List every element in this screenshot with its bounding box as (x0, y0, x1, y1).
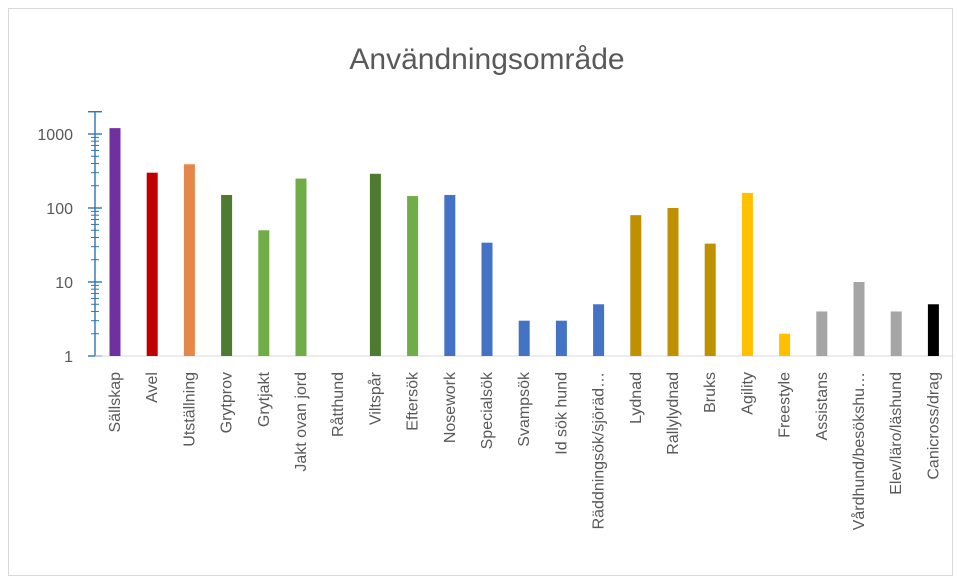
bar (481, 242, 493, 356)
bar (890, 311, 902, 356)
bar (444, 194, 456, 356)
category-label: Grytjakt (256, 371, 273, 427)
category-label: Eftersök (405, 371, 422, 431)
category-label: Jakt ovan jord (293, 372, 310, 472)
category-label: Canicross/drag (925, 372, 942, 480)
bar (630, 215, 642, 356)
bar (221, 194, 233, 356)
category-label: Assistans (814, 372, 831, 440)
bar (555, 320, 567, 356)
y-tick-label: 1000 (37, 127, 73, 144)
bar (704, 243, 716, 356)
y-tick-label: 10 (55, 275, 73, 292)
category-label: Lydnad (628, 372, 645, 424)
bar (407, 196, 419, 356)
bar (779, 333, 791, 356)
bars (109, 128, 939, 356)
category-label: Räddningsök/sjöräd… (591, 372, 608, 529)
chart-area: Användningsområde 1 10 100 1000 Sällskap Ave… (8, 8, 954, 576)
y-tick-label: 100 (46, 201, 73, 218)
bar (146, 172, 158, 356)
bar (816, 311, 828, 356)
category-label: Elev/läro/läshund (888, 372, 905, 495)
bar (853, 282, 865, 356)
bar (741, 192, 753, 356)
y-axis: 1 10 100 1000 (37, 111, 954, 366)
category-label: Svampsök (516, 371, 533, 447)
bar (593, 304, 605, 356)
bar (518, 320, 530, 356)
category-label: Råtthund (329, 372, 347, 437)
category-label: Vårdhund/besökshu… (850, 372, 868, 530)
bar-chart: Användningsområde 1 10 100 1000 Sällskap Ave… (37, 43, 954, 530)
category-label: Id sök hund (553, 372, 570, 455)
category-label: Viltspår (366, 371, 384, 425)
bar (258, 230, 270, 356)
category-label: Agility (739, 372, 756, 415)
category-label: Specialsök (479, 371, 496, 449)
category-label: Freestyle (777, 372, 794, 438)
bar (369, 173, 381, 356)
bar (183, 164, 195, 356)
bar (295, 178, 307, 356)
category-label: Sällskap (107, 372, 124, 433)
chart-title: Användningsområde (349, 43, 624, 76)
category-label: Rallylydnad (665, 372, 682, 455)
bar (667, 208, 679, 356)
category-label: Nosework (442, 371, 459, 443)
category-label: Avel (144, 372, 161, 403)
category-label: Bruks (702, 372, 719, 413)
bar (927, 304, 939, 356)
bar (109, 128, 121, 356)
category-label: Grytprov (219, 372, 236, 433)
category-label: Utställning (181, 372, 198, 447)
y-tick-label: 1 (64, 349, 73, 366)
category-labels: Sällskap Avel Utställning Grytprov Grytjakt J… (107, 371, 942, 530)
